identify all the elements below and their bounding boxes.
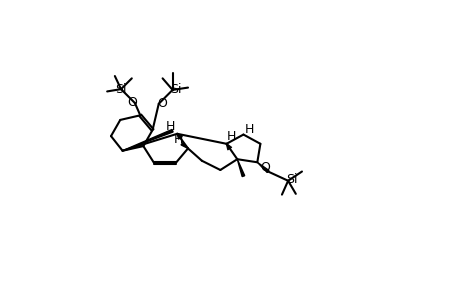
Text: Si: Si (115, 82, 127, 96)
Text: H: H (226, 130, 235, 142)
Text: H: H (165, 120, 174, 133)
Text: Si: Si (285, 173, 297, 186)
Text: O: O (127, 97, 137, 110)
Text: Si: Si (169, 83, 181, 96)
Polygon shape (237, 159, 244, 177)
Polygon shape (181, 143, 188, 148)
Polygon shape (257, 162, 269, 172)
Text: O: O (259, 161, 269, 174)
Text: O: O (157, 97, 167, 110)
Polygon shape (122, 130, 173, 151)
Text: H: H (174, 134, 183, 146)
Text: H: H (244, 123, 254, 136)
